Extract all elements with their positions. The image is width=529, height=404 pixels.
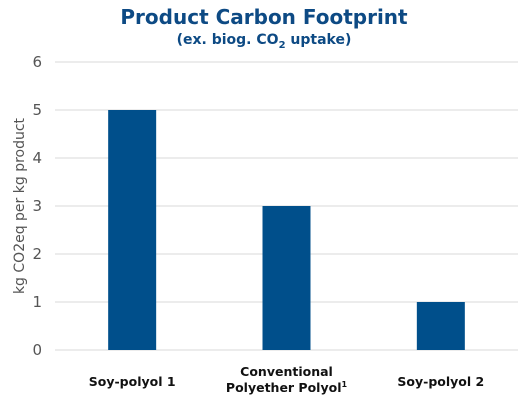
y-tick-layer: 0 1 2 3 4 5 6 bbox=[32, 53, 42, 359]
y-tick-label: 2 bbox=[32, 245, 42, 263]
chart-subtitle: (ex. biog. CO2 uptake) bbox=[177, 32, 352, 51]
y-tick-label: 5 bbox=[32, 101, 42, 119]
bar-layer bbox=[108, 110, 465, 350]
y-tick-label: 0 bbox=[32, 341, 42, 359]
bar bbox=[416, 302, 465, 350]
chart-subtitle-suffix: uptake) bbox=[286, 32, 352, 48]
x-tick-label: Soy-polyol 1 bbox=[89, 374, 176, 389]
bar bbox=[262, 206, 311, 350]
x-tick-label: Conventional bbox=[240, 364, 333, 379]
y-axis-label: kg CO2eq per kg product bbox=[12, 117, 28, 294]
chart-subtitle-prefix: (ex. biog. CO bbox=[177, 32, 279, 48]
y-tick-label: 6 bbox=[32, 53, 42, 71]
y-tick-label: 4 bbox=[32, 149, 42, 167]
bar bbox=[108, 110, 157, 350]
x-tick-superscript: 1 bbox=[342, 380, 348, 389]
x-tick-label: Soy-polyol 2 bbox=[397, 374, 484, 389]
chart-subtitle-subscript: 2 bbox=[279, 40, 286, 51]
chart-title: Product Carbon Footprint bbox=[120, 5, 408, 29]
y-tick-label: 1 bbox=[32, 293, 42, 311]
x-tick-label: Polyether Polyol1 bbox=[226, 380, 348, 395]
y-tick-label: 3 bbox=[32, 197, 42, 215]
